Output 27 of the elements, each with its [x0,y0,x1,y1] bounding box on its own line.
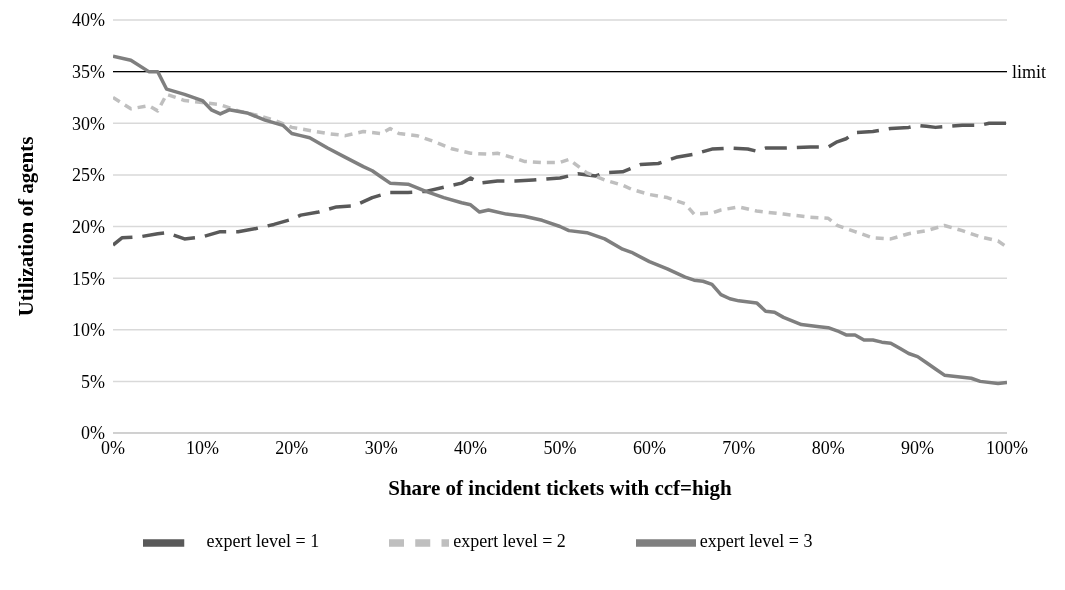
x-tick-label: 100% [986,437,1028,458]
x-tick-label: 10% [185,437,219,458]
y-tick-label: 10% [72,320,105,341]
legend-label: expert level = 2 [453,531,566,552]
line-series [113,92,1007,249]
y-tick-label: 5% [81,371,105,392]
x-tick-label: 30% [364,437,398,458]
x-tick-label: 40% [454,437,488,458]
x-tick-label: 50% [543,437,577,458]
y-tick-label: 40% [72,10,105,31]
line-series [113,54,1007,386]
x-tick-label: 70% [722,437,756,458]
ref-line-label: limit [1012,62,1047,83]
x-axis-title: Share of incident tickets with ccf=high [388,476,733,500]
y-tick-label: 25% [72,165,105,186]
y-tick-label: 20% [72,216,105,237]
legend-label: expert level = 1 [206,531,320,552]
x-tick-label: 20% [275,437,309,458]
line-series [113,121,1007,247]
y-tick-label: 30% [72,113,105,134]
y-axis-title: Utilization of agents [14,136,39,317]
x-tick-label: 90% [901,437,935,458]
y-tick-label: 15% [72,268,105,289]
x-tick-label: 80% [811,437,845,458]
y-tick-label: 35% [72,62,105,83]
x-tick-label: 60% [632,437,666,458]
legend-label: expert level = 3 [699,531,813,552]
